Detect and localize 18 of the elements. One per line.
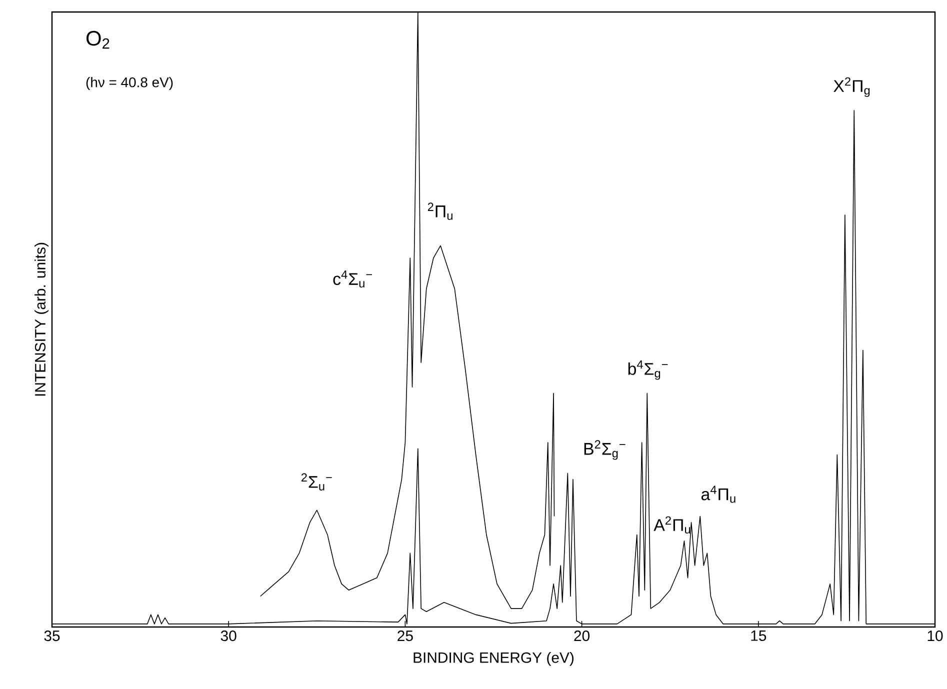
annotation: B$^{2}$Σ$_{g}$−: [584, 440, 626, 460]
annotation: $^{2}$Σ$_{u}$−: [301, 473, 332, 490]
x-tick-label: 25: [398, 630, 413, 642]
x-tick-label: 15: [751, 630, 766, 641]
y-axis-title: INTENSITY (arb. units): [34, 242, 48, 396]
x-tick-label: 30: [220, 630, 236, 642]
annotation: $^{2}$Π$_{u}$: [428, 202, 452, 220]
annotation: X$^{2}$Π$_{g}$: [834, 77, 870, 97]
annotation: a$^{4}$Π$_{u}$: [701, 486, 736, 503]
annotation: c$^{4}$Σ$_{u}$−: [333, 270, 372, 288]
x-axis-title: BINDING ENERGY (eV): [414, 652, 574, 666]
annotation: b$^{4}$Σ$_{g}$−: [628, 360, 668, 380]
text: (hν = 40.8 eV): [86, 77, 173, 90]
text: O$_{2}$: [86, 30, 110, 49]
x-tick-label: 35: [44, 630, 60, 642]
x-tick-label: 10: [928, 630, 943, 642]
annotation: A$^{2}$Π$_{u}$: [654, 516, 690, 534]
x-tick-label: 20: [574, 630, 590, 642]
